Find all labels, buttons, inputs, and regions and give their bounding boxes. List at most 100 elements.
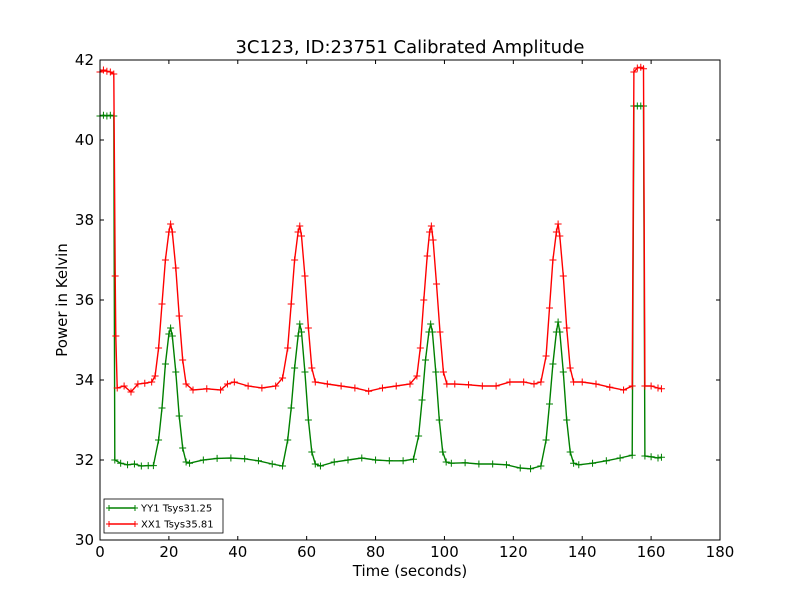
data-point — [351, 384, 359, 392]
data-point — [213, 454, 221, 462]
data-point — [385, 457, 393, 465]
data-point — [99, 111, 107, 119]
data-point — [99, 66, 107, 74]
data-point — [311, 460, 319, 468]
data-point — [298, 328, 305, 336]
data-point — [570, 378, 578, 386]
x-axis: 0 20 40 60 80 100 120 140 160 180 — [95, 60, 734, 561]
data-point — [418, 396, 426, 404]
legend-label: XX1 Tsys35.81 — [141, 520, 214, 531]
data-point — [365, 387, 373, 395]
data-point — [134, 380, 142, 388]
data-point — [435, 416, 443, 424]
data-point — [186, 459, 194, 467]
data-point — [182, 380, 190, 388]
y-tick-label: 32 — [75, 451, 94, 469]
data-point — [203, 385, 211, 393]
data-point — [172, 264, 180, 272]
data-point — [137, 462, 145, 470]
data-point — [415, 432, 423, 440]
data-point — [151, 372, 159, 380]
data-point — [294, 332, 302, 340]
data-point — [158, 404, 166, 412]
data-point — [640, 65, 648, 73]
data-point — [563, 324, 571, 332]
data-point — [358, 454, 366, 462]
data-point — [161, 360, 169, 368]
data-point — [230, 378, 238, 386]
data-point — [291, 256, 299, 264]
data-point — [549, 256, 557, 264]
data-point — [592, 380, 600, 388]
data-point — [158, 300, 166, 308]
data-point — [168, 228, 176, 236]
x-tick-label: 180 — [706, 543, 735, 561]
data-point — [413, 372, 421, 380]
data-point — [304, 416, 312, 424]
data-point — [422, 356, 429, 364]
data-point — [258, 384, 266, 392]
data-point — [563, 416, 571, 424]
y-tick-label: 30 — [75, 531, 94, 549]
data-point — [172, 368, 180, 376]
data-point — [620, 386, 628, 394]
y-tick-label: 40 — [75, 131, 94, 149]
x-tick-label: 140 — [568, 543, 597, 561]
data-point — [301, 272, 309, 280]
data-point — [423, 252, 431, 260]
x-tick-label: 100 — [430, 543, 459, 561]
data-point — [199, 456, 207, 464]
x-tick-label: 120 — [499, 543, 528, 561]
data-point — [189, 386, 197, 394]
legend-marker — [106, 521, 112, 527]
data-point — [284, 344, 292, 352]
legend-label: YY1 Tsys31.25 — [140, 504, 212, 515]
data-point — [527, 465, 535, 473]
x-tick-label: 0 — [95, 543, 105, 561]
data-point — [516, 464, 524, 472]
data-point — [117, 459, 125, 467]
data-point — [520, 378, 528, 386]
data-point — [301, 368, 309, 376]
data-point — [296, 222, 304, 230]
data-point — [429, 236, 437, 244]
data-point — [294, 228, 302, 236]
data-point — [475, 460, 483, 468]
data-point — [311, 378, 319, 386]
data-point — [272, 382, 280, 390]
data-point — [106, 111, 114, 119]
legend-marker — [106, 505, 112, 511]
data-point — [304, 324, 312, 332]
data-point — [633, 64, 641, 72]
legend: YY1 Tsys31.25 XX1 Tsys35.81 — [103, 498, 224, 534]
legend-marker — [132, 521, 138, 527]
data-point — [130, 460, 138, 468]
data-point — [124, 461, 132, 469]
data-point — [167, 220, 175, 228]
data-point — [330, 458, 338, 466]
data-point — [654, 454, 662, 462]
data-point — [175, 312, 183, 320]
data-point — [179, 356, 187, 364]
data-point — [308, 364, 316, 372]
data-point — [372, 456, 380, 464]
x-tick-label: 20 — [159, 543, 178, 561]
data-point — [602, 457, 610, 465]
x-tick-label: 160 — [637, 543, 666, 561]
data-point — [628, 382, 636, 390]
data-point — [616, 454, 624, 462]
x-tick-label: 40 — [228, 543, 247, 561]
data-point — [447, 459, 455, 467]
data-point — [113, 384, 121, 392]
data-point — [641, 382, 649, 390]
data-point — [308, 448, 316, 456]
data-point — [323, 380, 331, 388]
data-point — [111, 272, 119, 280]
data-point — [630, 68, 638, 76]
data-point — [155, 436, 163, 444]
data-point — [344, 456, 352, 464]
x-tick-label: 60 — [297, 543, 316, 561]
data-point — [570, 459, 578, 467]
data-point — [502, 461, 510, 469]
